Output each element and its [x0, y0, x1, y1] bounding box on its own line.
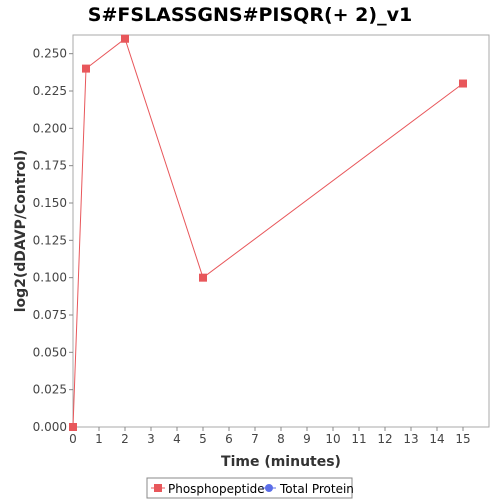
x-tick-label: 10 [325, 432, 340, 446]
y-tick-label: 0.150 [33, 196, 67, 210]
x-axis: 0 1 2 3 4 5 6 7 8 9 10 11 12 13 14 15 [69, 427, 471, 446]
data-point [199, 273, 207, 282]
x-tick-label: 12 [377, 432, 392, 446]
x-tick-label: 11 [351, 432, 366, 446]
y-tick-label: 0.175 [33, 159, 67, 173]
plot-area [72, 34, 490, 428]
x-tick-label: 15 [455, 432, 470, 446]
x-tick-label: 4 [173, 432, 181, 446]
y-axis: 0.000 0.025 0.050 0.075 0.100 0.125 0.150 0.175… [33, 47, 73, 434]
y-tick-label: 0.100 [33, 271, 67, 285]
chart-title: S#FSLASSGNS#PISQR(+ 2)_v1 [88, 4, 412, 26]
x-tick-label: 2 [121, 432, 129, 446]
legend-label-total-protein: Total Protein [279, 482, 354, 496]
x-tick-label: 9 [303, 432, 311, 446]
data-point [121, 34, 129, 43]
x-tick-label: 13 [403, 432, 418, 446]
legend-marker-phosphopeptide [154, 484, 162, 492]
data-point [459, 79, 467, 88]
data-point [69, 423, 77, 431]
x-tick-label: 6 [225, 432, 233, 446]
legend-label-phosphopeptide: Phosphopeptide [168, 482, 265, 496]
y-tick-label: 0.000 [33, 420, 67, 434]
y-tick-label: 0.250 [33, 47, 67, 61]
y-tick-label: 0.025 [33, 383, 67, 397]
x-tick-label: 0 [69, 432, 77, 446]
x-tick-label: 7 [251, 432, 259, 446]
x-tick-label: 1 [95, 432, 103, 446]
legend: Phosphopeptide Total Protein [146, 477, 354, 499]
y-tick-label: 0.200 [33, 121, 67, 135]
data-point [82, 64, 90, 73]
legend-box [146, 477, 353, 499]
y-tick-label: 0.125 [33, 233, 67, 247]
x-axis-label: Time (minutes) [221, 454, 341, 470]
legend-marker-total-protein [265, 484, 273, 492]
y-tick-label: 0.050 [33, 345, 67, 359]
y-axis-label: log2(dDAVP/Control) [13, 150, 29, 313]
x-tick-label: 3 [147, 432, 155, 446]
x-tick-label: 8 [277, 432, 285, 446]
series-layer [69, 34, 467, 431]
x-tick-label: 5 [199, 432, 207, 446]
x-tick-label: 14 [429, 432, 444, 446]
y-tick-label: 0.225 [33, 84, 67, 98]
y-tick-label: 0.075 [33, 308, 67, 322]
